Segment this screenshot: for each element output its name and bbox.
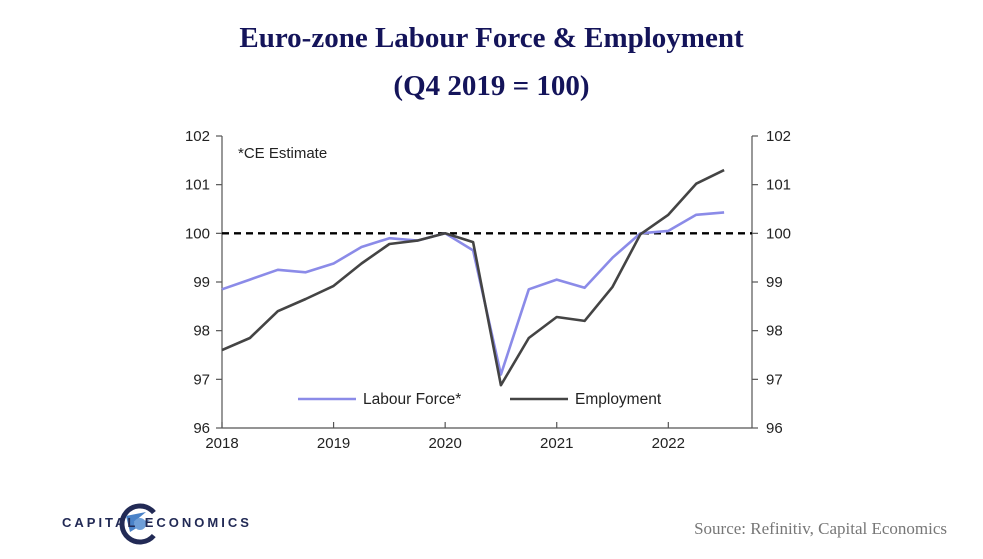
source-note: Source: Refinitiv, Capital Economics <box>694 519 947 538</box>
y-tick-label-left: 96 <box>193 420 210 437</box>
x-tick-label: 2020 <box>428 435 461 452</box>
y-tick-label-right: 99 <box>766 274 783 291</box>
y-tick-label-left: 98 <box>193 323 210 340</box>
y-tick-label-right: 102 <box>766 128 791 145</box>
y-tick-label-left: 97 <box>193 371 210 388</box>
legend: Labour Force* Employment <box>298 391 662 408</box>
y-tick-label-left: 99 <box>193 274 210 291</box>
y-tick-label-right: 97 <box>766 371 783 388</box>
brand-name: CAPITAL ECONOMICS <box>62 515 252 530</box>
ce-estimate-note: *CE Estimate <box>238 145 327 162</box>
series-line-labour-force <box>221 211 725 376</box>
series-line-employment <box>221 168 725 387</box>
x-tick-label: 2022 <box>652 435 685 452</box>
chart-subtitle: (Q4 2019 = 100) <box>393 70 590 102</box>
y-tick-label-right: 96 <box>766 420 783 437</box>
legend-label-employment: Employment <box>575 391 662 408</box>
y-tick-label-left: 101 <box>185 177 210 194</box>
y-tick-label-left: 102 <box>185 128 210 145</box>
y-tick-label-right: 100 <box>766 225 791 242</box>
y-tick-label-right: 101 <box>766 177 791 194</box>
legend-label-labour-force: Labour Force* <box>363 391 461 408</box>
chart-canvas: 96 97 98 99 100 101 102 96 97 98 99 100 101 102 2018 20… <box>185 128 791 452</box>
plot-area <box>221 136 753 429</box>
x-tick-label: 2021 <box>540 435 573 452</box>
y-tick-label-right: 98 <box>766 323 783 340</box>
chart-title: Euro-zone Labour Force & Employment <box>239 22 744 54</box>
x-tick-label: 2019 <box>317 435 350 452</box>
x-tick-label: 2018 <box>205 435 238 452</box>
y-tick-label-left: 100 <box>185 225 210 242</box>
capital-economics-logo-icon <box>119 503 161 545</box>
